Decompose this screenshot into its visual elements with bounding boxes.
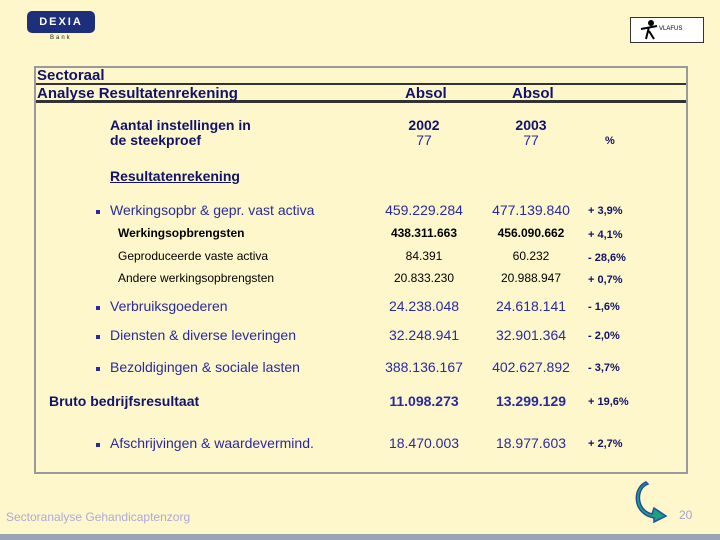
pct-change: + 4,1% bbox=[588, 229, 623, 241]
value-2002: 84.391 bbox=[405, 249, 443, 263]
row-label: Afschrijvingen & waardevermind. bbox=[110, 435, 314, 451]
bullet bbox=[96, 443, 100, 447]
header-line bbox=[36, 83, 686, 85]
value-2002: 459.229.284 bbox=[385, 202, 463, 218]
value-2003: 60.232 bbox=[512, 249, 550, 263]
header-line bbox=[36, 100, 686, 103]
bullet bbox=[96, 210, 100, 214]
value-2003: 477.139.840 bbox=[492, 202, 570, 218]
bullet bbox=[96, 306, 100, 310]
value-2003: 13.299.129 bbox=[495, 393, 567, 409]
value-2002: 24.238.048 bbox=[388, 298, 460, 314]
row-label: Werkingsopbr & gepr. vast activa bbox=[110, 202, 315, 218]
table-frame bbox=[34, 66, 688, 474]
bottom-bar bbox=[0, 534, 720, 540]
title-2: Analyse Resultatenrekening bbox=[37, 85, 238, 102]
pct-change: - 3,7% bbox=[588, 362, 620, 374]
value-2003: 456.090.662 bbox=[497, 226, 565, 240]
count: 77 bbox=[523, 132, 539, 148]
value-2002: 20.833.230 bbox=[393, 271, 455, 285]
partner-name: VLAFUS bbox=[659, 26, 683, 32]
row-label: Werkingsopbrengsten bbox=[118, 226, 245, 240]
dexia-sub: Bank bbox=[50, 35, 72, 41]
value-2002: 388.136.167 bbox=[385, 359, 463, 375]
pct-change: + 0,7% bbox=[588, 274, 623, 286]
value-2003: 20.988.947 bbox=[500, 271, 562, 285]
section-title: Resultatenrekening bbox=[110, 168, 240, 184]
footer-text: Sectoranalyse Gehandicaptenzorg bbox=[6, 510, 191, 524]
bullet bbox=[96, 335, 100, 339]
pct-change: - 1,6% bbox=[588, 301, 620, 313]
value-2003: 32.901.364 bbox=[495, 327, 567, 343]
pct-change: - 28,6% bbox=[588, 252, 626, 264]
value-2002: 18.470.003 bbox=[388, 435, 460, 451]
year: 2003 bbox=[515, 117, 547, 133]
pct-change: + 2,7% bbox=[588, 438, 623, 450]
pct-change: - 2,0% bbox=[588, 330, 620, 342]
partner-logo: VLAFUS bbox=[630, 17, 704, 43]
col-1: Absol bbox=[405, 85, 447, 102]
dexia-logo: DEXIA bbox=[27, 11, 95, 33]
partner-icon bbox=[640, 20, 658, 40]
value-2002: 32.248.941 bbox=[388, 327, 460, 343]
title-1: Sectoraal bbox=[37, 67, 105, 84]
pct-change: + 3,9% bbox=[588, 205, 623, 217]
value-2002: 11.098.273 bbox=[389, 393, 459, 409]
recycle-arrow bbox=[635, 481, 668, 524]
page-number: 20 bbox=[679, 508, 693, 522]
row-label: Bruto bedrijfsresultaat bbox=[49, 393, 200, 409]
count: 77 bbox=[416, 132, 432, 148]
pct-change: + 19,6% bbox=[588, 396, 629, 408]
bullet bbox=[96, 367, 100, 371]
pct-header: % bbox=[605, 135, 615, 147]
year: 2002 bbox=[408, 117, 440, 133]
value-2003: 24.618.141 bbox=[495, 298, 567, 314]
sample-label: Aantal instellingen in bbox=[110, 117, 251, 133]
row-label: Verbruiksgoederen bbox=[110, 298, 228, 314]
value-2002: 438.311.663 bbox=[390, 226, 458, 240]
sample-label: de steekproef bbox=[110, 132, 202, 148]
value-2003: 402.627.892 bbox=[492, 359, 570, 375]
col-2: Absol bbox=[512, 85, 554, 102]
row-label: Geproduceerde vaste activa bbox=[118, 249, 269, 263]
row-label: Andere werkingsopbrengsten bbox=[118, 271, 275, 285]
value-2003: 18.977.603 bbox=[495, 435, 567, 451]
row-label: Diensten & diverse leveringen bbox=[110, 327, 296, 343]
row-label: Bezoldigingen & sociale lasten bbox=[110, 359, 300, 375]
